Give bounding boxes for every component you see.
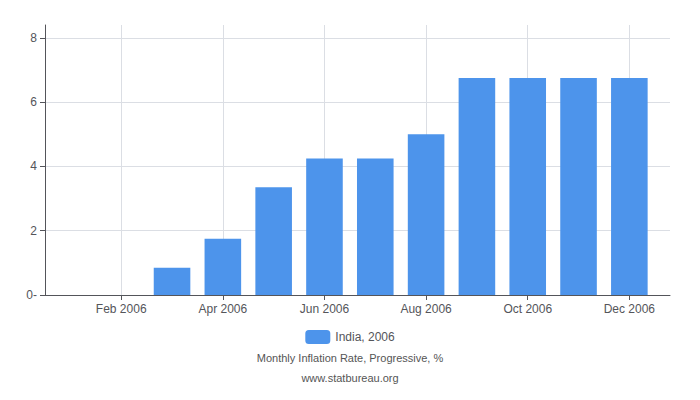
svg-text:2: 2 (30, 224, 37, 238)
svg-text:Aug 2006: Aug 2006 (400, 302, 452, 316)
svg-text:Dec 2006: Dec 2006 (604, 302, 656, 316)
svg-text:4: 4 (30, 159, 37, 173)
svg-text:Jun 2006: Jun 2006 (300, 302, 350, 316)
svg-text:www.statbureau.org: www.statbureau.org (300, 372, 398, 384)
svg-text:Feb 2006: Feb 2006 (96, 302, 147, 316)
svg-text:Monthly Inflation Rate, Progre: Monthly Inflation Rate, Progressive, % (257, 352, 444, 364)
svg-text:8: 8 (30, 31, 37, 45)
svg-text:Oct 2006: Oct 2006 (503, 302, 552, 316)
svg-text:0-: 0- (26, 288, 37, 302)
svg-text:6: 6 (30, 95, 37, 109)
svg-text:India, 2006: India, 2006 (335, 330, 395, 344)
svg-text:Apr 2006: Apr 2006 (198, 302, 247, 316)
